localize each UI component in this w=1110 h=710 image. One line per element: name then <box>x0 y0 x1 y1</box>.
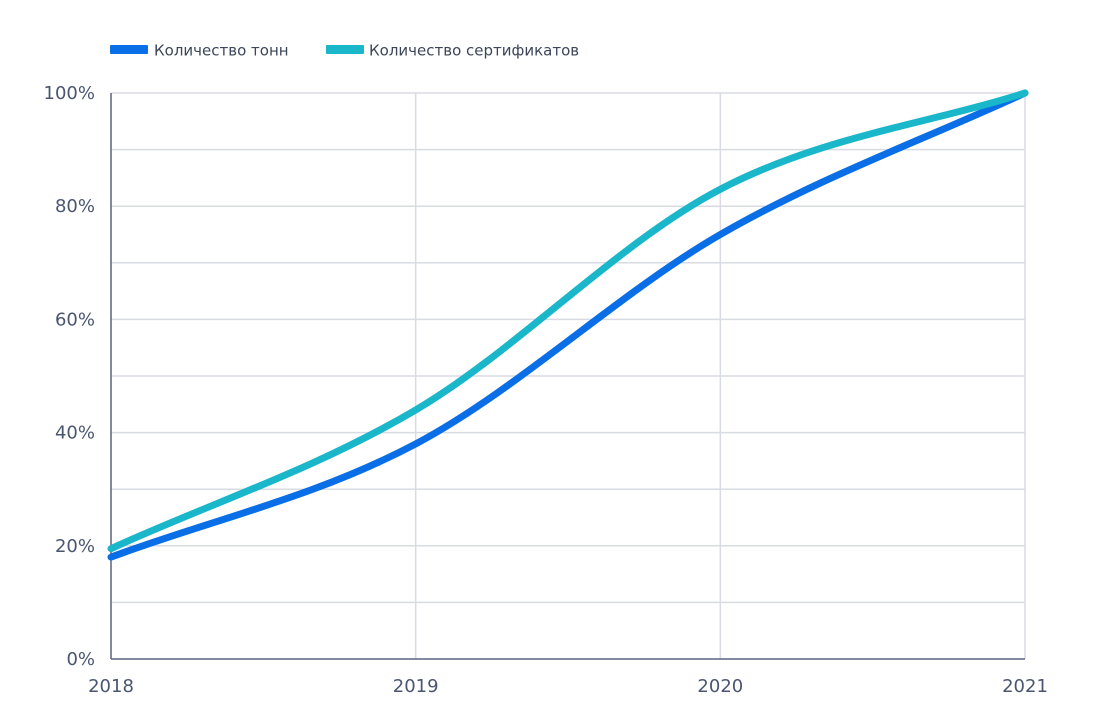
series-line-certificates <box>107 89 1029 553</box>
legend-item-certificates[interactable]: Количество сертификатов <box>326 42 579 60</box>
axes <box>110 93 1025 660</box>
y-tick-label: 0% <box>66 649 95 670</box>
y-tick-label: 100% <box>44 83 95 104</box>
x-tick-label: 2018 <box>88 676 134 697</box>
y-tick-label: 40% <box>55 423 95 444</box>
tick-labels: 0% 20% 40% 60% 80% 100% 2018 2019 2020 2021 <box>44 83 1048 697</box>
y-tick-label: 60% <box>55 309 95 330</box>
series-lines <box>107 89 1029 561</box>
legend-item-tonnes[interactable]: Количество тонн <box>110 42 289 60</box>
series-line-tonnes <box>107 89 1029 561</box>
y-tick-label: 80% <box>55 196 95 217</box>
legend-label-certificates: Количество сертификатов <box>369 42 579 60</box>
legend-label-tonnes: Количество тонн <box>154 42 289 60</box>
legend-swatch-tonnes <box>110 45 148 54</box>
x-tick-label: 2020 <box>697 676 743 697</box>
legend: Количество тонн Количество сертификатов <box>110 42 579 60</box>
x-tick-label: 2021 <box>1002 676 1048 697</box>
x-tick-label: 2019 <box>393 676 439 697</box>
legend-swatch-certificates <box>326 45 364 54</box>
y-tick-label: 20% <box>55 536 95 557</box>
grid-lines <box>111 92 1026 659</box>
